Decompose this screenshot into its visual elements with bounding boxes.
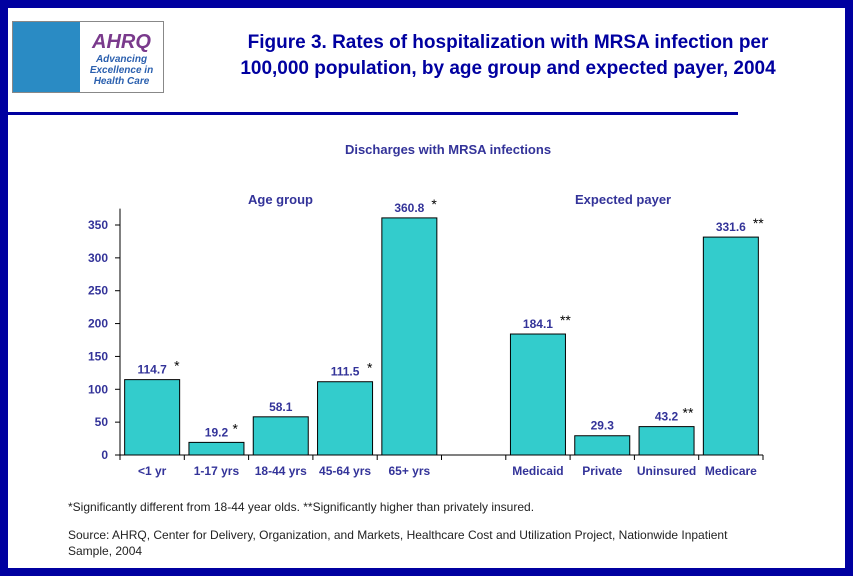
significance-mark: *	[431, 196, 437, 212]
x-tick-label: 18-44 yrs	[255, 464, 307, 478]
significance-mark: **	[753, 215, 764, 231]
bar	[574, 435, 631, 456]
data-label: 29.3	[591, 419, 615, 433]
significance-mark: *	[232, 420, 238, 436]
ahrq-wordmark: AHRQ	[92, 31, 151, 53]
bar	[317, 381, 374, 456]
bar	[509, 333, 566, 456]
x-tick-label: 1-17 yrs	[194, 464, 240, 478]
significance-mark: *	[367, 360, 373, 376]
data-label: 58.1	[269, 400, 293, 414]
significance-mark: **	[560, 312, 571, 328]
y-tick-label: 150	[88, 349, 108, 363]
x-tick-label: Private	[582, 464, 622, 478]
group-label-age: Age group	[248, 192, 313, 207]
data-label: 43.2	[655, 410, 679, 424]
bar	[188, 441, 245, 456]
significance-mark: **	[683, 405, 694, 421]
source-note: Source: AHRQ, Center for Delivery, Organ…	[68, 528, 728, 558]
significance-mark: *	[174, 358, 180, 374]
data-label: 19.2	[205, 425, 229, 439]
data-label: 114.7	[137, 363, 167, 377]
x-tick-label: 65+ yrs	[388, 464, 430, 478]
group-label-payer: Expected payer	[575, 192, 672, 207]
x-tick-label: Medicaid	[512, 464, 563, 478]
page-title: Figure 3. Rates of hospitalization with …	[240, 32, 776, 79]
y-tick-label: 250	[88, 284, 108, 298]
divider	[8, 112, 738, 115]
data-label: 111.5	[331, 365, 360, 379]
data-label: 184.1	[523, 317, 553, 331]
bar	[702, 236, 759, 456]
chart-title: Discharges with MRSA infections	[344, 142, 552, 157]
hhs-eagle-logo	[13, 22, 80, 92]
y-tick-label: 50	[95, 415, 109, 429]
ahrq-tagline: Advancing Excellence in Health Care	[89, 54, 154, 87]
y-tick-label: 200	[88, 317, 108, 331]
footnote: *Significantly different from 18-44 year…	[68, 500, 535, 514]
data-label: 331.6	[716, 220, 746, 234]
y-tick-label: 350	[88, 218, 108, 232]
y-tick-label: 300	[88, 251, 108, 265]
y-tick-label: 100	[88, 382, 108, 396]
bar	[252, 416, 309, 456]
x-tick-label: <1 yr	[138, 464, 167, 478]
bar	[638, 426, 695, 456]
bar	[381, 217, 438, 456]
x-tick-label: Medicare	[705, 464, 757, 478]
ahrq-logo: AHRQ Advancing Excellence in Health Care	[12, 21, 164, 93]
bar	[124, 379, 181, 456]
data-label: 360.8	[394, 201, 424, 215]
y-tick-label: 0	[101, 448, 108, 462]
x-tick-label: 45-64 yrs	[319, 464, 371, 478]
x-tick-label: Uninsured	[637, 464, 696, 478]
